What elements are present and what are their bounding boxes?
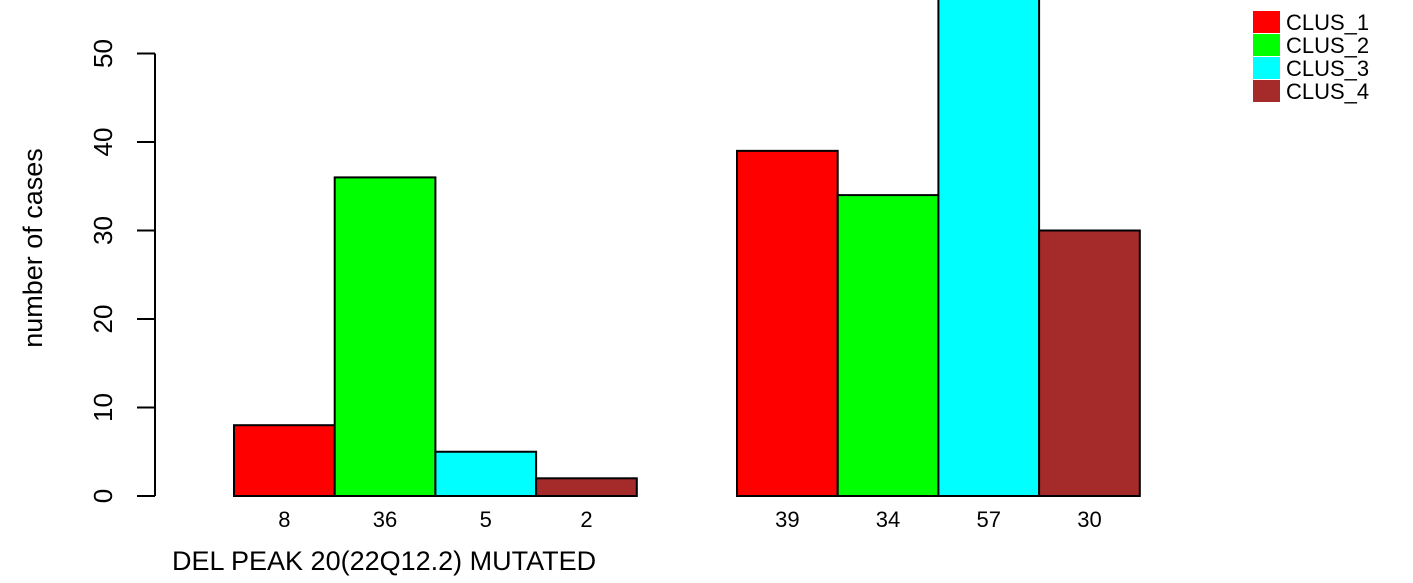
bar-clus_1-group-2 bbox=[736, 149, 839, 497]
bar-value-label: 39 bbox=[775, 507, 799, 532]
y-tick-label: 30 bbox=[88, 216, 118, 245]
y-ticks: 0 10 20 30 40 50 bbox=[88, 39, 155, 503]
bar-clus_4-group-1 bbox=[535, 477, 638, 497]
bar-value-label: 2 bbox=[580, 507, 592, 532]
y-axis: 0 10 20 30 40 50 bbox=[88, 39, 156, 503]
bar-value-label: 36 bbox=[373, 507, 397, 532]
legend-swatch-clus-1 bbox=[1253, 11, 1280, 33]
bars-layer bbox=[233, 0, 1141, 498]
legend-swatch-clus-3 bbox=[1253, 57, 1280, 79]
bar-clus_3-group-1 bbox=[434, 450, 538, 497]
legend-label: CLUS_1 bbox=[1286, 10, 1369, 35]
legend-label: CLUS_4 bbox=[1286, 79, 1369, 104]
y-axis-label: number of cases bbox=[18, 148, 48, 348]
bar-value-label: 34 bbox=[876, 507, 900, 532]
value-labels-layer: 8 36 5 2 39 34 57 30 bbox=[278, 507, 1101, 532]
legend-swatch-clus-2 bbox=[1253, 34, 1280, 56]
bar-value-label: 30 bbox=[1077, 507, 1101, 532]
y-tick-label: 40 bbox=[88, 128, 118, 157]
y-tick-label: 50 bbox=[88, 39, 118, 68]
legend-label: CLUS_2 bbox=[1286, 33, 1369, 58]
bar-clus_4-group-2 bbox=[1038, 229, 1141, 497]
bar-value-label: 5 bbox=[480, 507, 492, 532]
x-axis-label: DEL PEAK 20(22Q12.2) MUTATED bbox=[172, 546, 596, 576]
legend-swatch-clus-4 bbox=[1253, 80, 1280, 102]
bar-clus_2-group-2 bbox=[836, 194, 940, 497]
y-tick-label: 10 bbox=[88, 393, 118, 422]
y-tick-label: 20 bbox=[88, 305, 118, 334]
legend-label: CLUS_3 bbox=[1286, 56, 1369, 81]
bar-clus_3-group-2 bbox=[937, 0, 1041, 497]
bar-value-label: 57 bbox=[977, 507, 1001, 532]
bar-clus_1-group-1 bbox=[233, 424, 336, 498]
bar-clus_2-group-1 bbox=[333, 176, 437, 497]
bar-value-label: 8 bbox=[278, 507, 290, 532]
y-tick-label: 0 bbox=[88, 489, 118, 503]
